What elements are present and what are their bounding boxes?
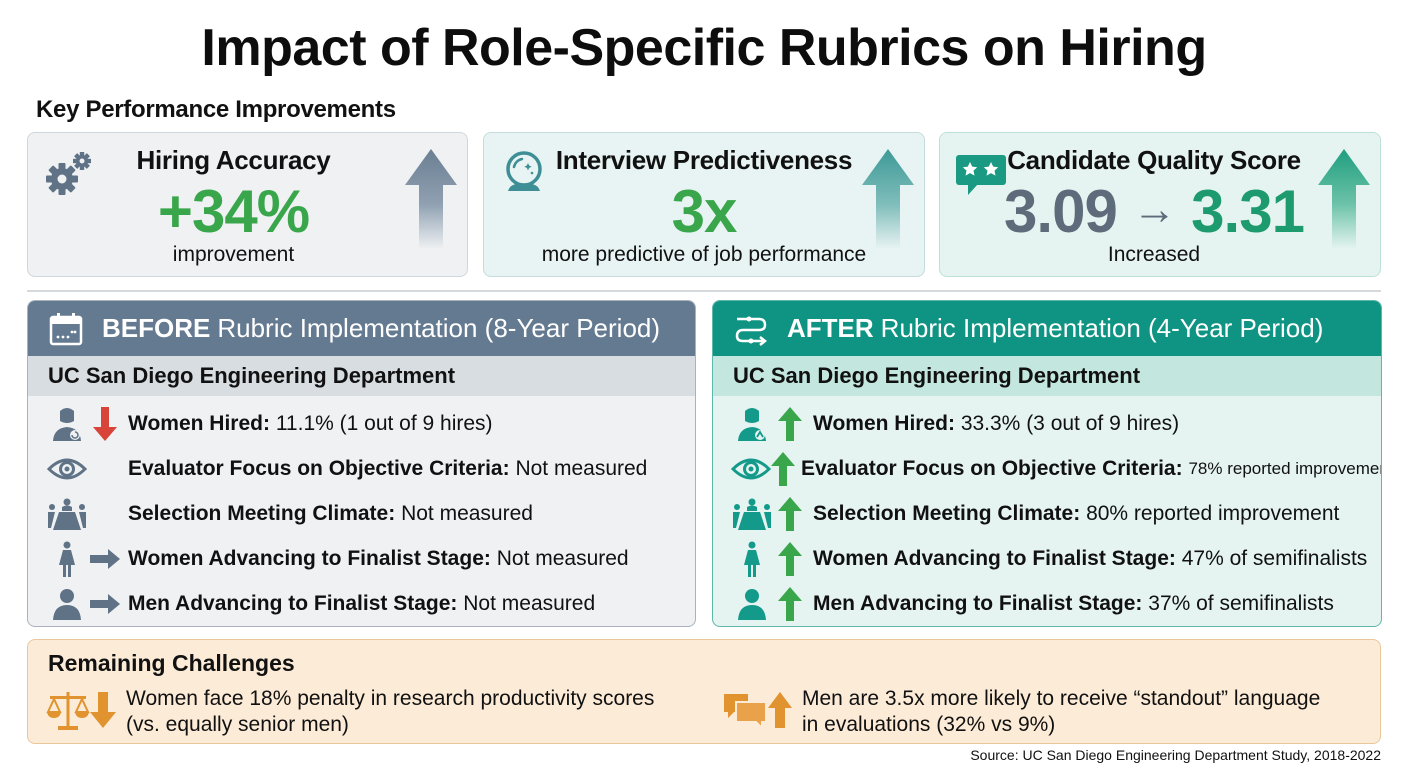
kpi-subtitle: Increased [1107, 243, 1201, 266]
after-heading-strong: AFTER [787, 313, 874, 343]
after-subheading: UC San Diego Engineering Department [713, 356, 1381, 396]
after-panel-header: AFTER Rubric Implementation (4-Year Peri… [713, 301, 1381, 356]
before-row-women-advancing: Women Advancing to Finalist Stage: Not m… [28, 536, 695, 581]
woman-hired-icon [731, 406, 773, 442]
row-label: Women Hired: [128, 411, 270, 435]
kpi-value: 3.09 → 3.31 [934, 177, 1374, 246]
challenges-title: Remaining Challenges [48, 650, 295, 676]
row-label: Women Advancing to Finalist Stage: [128, 546, 491, 570]
arrow-right-icon [88, 542, 122, 576]
arrow-up-icon [773, 496, 807, 531]
row-value: 47% of semifinalists [1181, 546, 1368, 570]
arrow-up-icon [771, 451, 795, 486]
after-panel: AFTER Rubric Implementation (4-Year Peri… [712, 300, 1382, 627]
after-row-women-hired: Women Hired: 33.3% (3 out of 9 hires) [713, 401, 1381, 446]
row-value: 33.3% (3 out of 9 hires) [960, 411, 1180, 435]
before-row-men-advancing: Men Advancing to Finalist Stage: Not mea… [28, 581, 695, 626]
before-panel-header: BEFORE Rubric Implementation (8-Year Per… [28, 301, 695, 356]
page-title: Impact of Role-Specific Rubrics on Hirin… [201, 19, 1207, 77]
after-row-evaluator-focus: Evaluator Focus on Objective Criteria: 7… [713, 446, 1381, 491]
arrow-up-icon [1318, 149, 1370, 249]
meeting-icon [731, 496, 773, 532]
arrow-down-icon [90, 692, 116, 728]
rating-stars-icon [956, 155, 1006, 195]
man-icon [731, 586, 773, 622]
eye-icon [46, 451, 88, 487]
kpi-subtitle: more predictive of job performance [541, 243, 867, 266]
kpi-card-hiring-accuracy: Hiring Accuracy +34% improvement [27, 132, 468, 277]
arrow-up-icon [773, 586, 807, 621]
arrow-up-icon [862, 149, 914, 249]
eye-icon [731, 451, 771, 487]
woman-icon [46, 541, 88, 577]
crystal-ball-icon [506, 151, 542, 191]
row-value: 37% of semifinalists [1148, 591, 1334, 615]
man-icon [46, 586, 88, 622]
before-subheading: UC San Diego Engineering Department [28, 356, 695, 396]
before-row-meeting-climate: Selection Meeting Climate: Not measured [28, 491, 695, 536]
score-after: 3.31 [1191, 178, 1305, 245]
challenge-line-2: in evaluations (32% vs 9%) [802, 713, 1056, 736]
before-row-women-hired: Women Hired: 11.1% (1 out of 9 hires) [28, 401, 695, 446]
after-row-men-advancing: Men Advancing to Finalist Stage: 37% of … [713, 581, 1381, 626]
row-value: Not measured [515, 456, 648, 480]
row-label: Women Hired: [813, 411, 955, 435]
row-value: Not measured [401, 501, 533, 525]
kpi-card-interview-predictiveness: Interview Predictiveness 3x more predict… [483, 132, 925, 277]
row-value: 11.1% (1 out of 9 hires) [275, 411, 493, 435]
gears-icon [46, 152, 91, 195]
arrow-up-icon [773, 541, 807, 576]
arrow-up-icon [405, 149, 457, 249]
arrow-down-icon [88, 406, 122, 441]
challenge-line-1: Men are 3.5x more likely to receive “sta… [802, 687, 1321, 710]
after-row-meeting-climate: Selection Meeting Climate: 80% reported … [713, 491, 1381, 536]
kpi-value: 3x [671, 178, 738, 245]
arrow-up-icon [773, 406, 807, 441]
calendar-icon [49, 312, 83, 345]
challenge-line-2: (vs. equally senior men) [126, 713, 349, 736]
section-divider [27, 290, 1381, 292]
remaining-challenges-panel: Remaining Challenges Women face 18% pena… [27, 639, 1381, 744]
scales-icon [46, 692, 90, 730]
challenge-item-research-penalty: Women face 18% penalty in research produ… [46, 686, 654, 738]
kpi-section-label: Key Performance Improvements [36, 96, 396, 123]
meeting-icon [46, 496, 88, 532]
challenge-line-1: Women face 18% penalty in research produ… [126, 687, 655, 710]
before-heading-strong: BEFORE [102, 313, 211, 343]
arrow-right-icon [88, 587, 122, 621]
row-label: Evaluator Focus on Objective Criteria: [128, 456, 510, 480]
kpi-subtitle: improvement [172, 243, 295, 266]
source-citation: Source: UC San Diego Engineering Departm… [970, 747, 1381, 763]
kpi-value: +34% [157, 178, 310, 245]
row-value: 80% reported improvement [1086, 501, 1340, 525]
arrow-up-icon [768, 692, 792, 728]
before-row-evaluator-focus: Evaluator Focus on Objective Criteria: N… [28, 446, 695, 491]
score-before: 3.09 [1004, 178, 1118, 245]
row-label: Men Advancing to Finalist Stage: [813, 591, 1143, 615]
after-row-women-advancing: Women Advancing to Finalist Stage: 47% o… [713, 536, 1381, 581]
challenge-item-standout-language: Men are 3.5x more likely to receive “sta… [722, 686, 1320, 738]
before-heading: Rubric Implementation (8-Year Period) [217, 313, 661, 343]
process-flow-icon [735, 316, 768, 346]
woman-icon [731, 541, 773, 577]
kpi-title: Hiring Accuracy [136, 145, 331, 175]
no-trend-spacer [88, 497, 122, 531]
row-value: 78% reported improvement [1188, 458, 1382, 478]
row-label: Selection Meeting Climate: [813, 501, 1081, 525]
row-label: Men Advancing to Finalist Stage: [128, 591, 458, 615]
no-trend-spacer [88, 452, 122, 486]
row-value: Not measured [496, 546, 629, 570]
speech-bubbles-icon [724, 694, 767, 730]
kpi-title: Interview Predictiveness [555, 145, 853, 175]
before-panel: BEFORE Rubric Implementation (8-Year Per… [27, 300, 696, 627]
row-value: Not measured [463, 591, 596, 615]
row-label: Evaluator Focus on Objective Criteria: [801, 456, 1183, 480]
woman-hired-icon [46, 406, 88, 442]
score-arrow: → [1132, 185, 1177, 234]
kpi-title: Candidate Quality Score [1007, 145, 1301, 175]
after-heading: Rubric Implementation (4-Year Period) [880, 313, 1324, 343]
row-label: Selection Meeting Climate: [128, 501, 396, 525]
kpi-card-candidate-quality: Candidate Quality Score 3.09 → 3.31 Incr… [939, 132, 1381, 277]
row-label: Women Advancing to Finalist Stage: [813, 546, 1176, 570]
